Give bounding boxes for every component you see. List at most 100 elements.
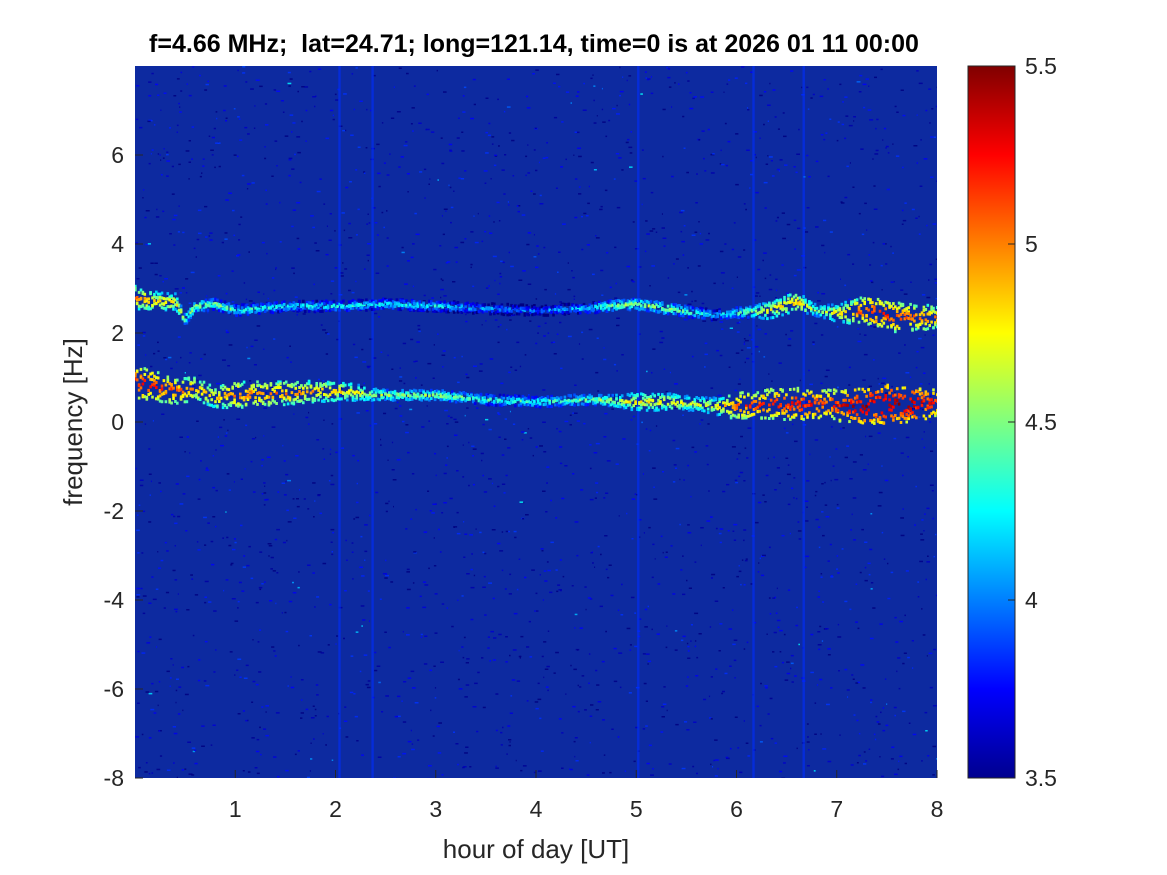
noise-speck bbox=[861, 233, 865, 236]
trace-cell bbox=[195, 309, 198, 313]
trace-cell bbox=[214, 297, 217, 301]
trace-cell bbox=[825, 311, 828, 314]
trace-cell bbox=[533, 312, 536, 316]
trace-cell bbox=[548, 308, 551, 312]
trace-cell bbox=[645, 309, 649, 313]
trace-cell bbox=[177, 388, 181, 392]
noise-speck bbox=[472, 78, 476, 81]
noise-speck bbox=[253, 127, 256, 129]
trace-cell bbox=[212, 297, 215, 301]
trace-cell bbox=[685, 310, 689, 313]
trace-cell bbox=[269, 392, 273, 396]
trace-cell bbox=[588, 307, 592, 310]
trace-cell bbox=[370, 302, 374, 306]
trace-cell bbox=[773, 304, 777, 308]
trace-cell bbox=[899, 312, 903, 316]
noise-speck bbox=[429, 510, 432, 512]
noise-speck bbox=[919, 560, 923, 563]
trace-cell bbox=[317, 388, 320, 392]
trace-cell bbox=[460, 392, 464, 396]
noise-speck bbox=[259, 726, 261, 729]
trace-cell bbox=[346, 308, 349, 312]
noise-speck bbox=[150, 153, 152, 155]
noise-speck bbox=[696, 656, 699, 659]
noise-speck bbox=[287, 479, 291, 482]
trace-cell bbox=[410, 390, 414, 393]
noise-speck bbox=[173, 515, 176, 518]
noise-speck bbox=[535, 298, 538, 300]
noise-speck bbox=[356, 412, 360, 414]
noise-speck bbox=[790, 70, 794, 72]
trace-cell bbox=[678, 304, 681, 307]
trace-cell bbox=[863, 300, 866, 304]
noise-speck bbox=[770, 160, 773, 162]
noise-speck bbox=[913, 403, 916, 406]
noise-speck bbox=[620, 614, 624, 616]
trace-cell bbox=[298, 386, 301, 389]
trace-cell bbox=[292, 303, 296, 307]
noise-speck bbox=[794, 675, 797, 677]
noise-speck bbox=[722, 490, 726, 493]
trace-cell bbox=[328, 382, 332, 386]
trace-cell bbox=[227, 403, 231, 407]
trace-cell bbox=[510, 309, 513, 313]
trace-cell bbox=[430, 302, 433, 305]
noise-speck bbox=[369, 620, 370, 622]
noise-speck bbox=[357, 208, 360, 211]
noise-speck bbox=[693, 721, 697, 723]
noise-speck bbox=[514, 314, 516, 316]
noise-speck bbox=[144, 423, 147, 425]
noise-speck bbox=[818, 526, 821, 528]
trace-cell bbox=[183, 400, 187, 404]
noise-speck bbox=[668, 763, 672, 765]
trace-cell bbox=[168, 305, 171, 309]
noise-speck bbox=[177, 231, 180, 233]
trace-cell bbox=[769, 308, 773, 312]
trace-cell bbox=[832, 311, 836, 315]
noise-speck bbox=[744, 559, 748, 562]
noise-speck bbox=[749, 187, 751, 189]
noise-speck bbox=[229, 396, 232, 398]
noise-speck bbox=[175, 689, 178, 692]
trace-cell bbox=[546, 313, 550, 317]
trace-cell bbox=[267, 395, 271, 399]
noise-speck bbox=[188, 362, 191, 364]
trace-cell bbox=[191, 309, 194, 313]
trace-cell bbox=[422, 390, 425, 394]
trace-cell bbox=[248, 387, 252, 391]
noise-speck bbox=[429, 178, 431, 180]
noise-speck bbox=[291, 267, 295, 269]
noise-speck bbox=[301, 86, 305, 88]
trace-cell bbox=[321, 384, 324, 387]
trace-cell bbox=[523, 307, 527, 311]
noise-speck bbox=[662, 237, 667, 239]
noise-speck bbox=[904, 202, 907, 204]
trace-cell bbox=[200, 392, 204, 396]
trace-cell bbox=[409, 398, 412, 401]
noise-speck bbox=[719, 623, 723, 625]
trace-cell bbox=[777, 301, 781, 305]
trace-cell bbox=[840, 316, 844, 320]
noise-speck bbox=[481, 657, 484, 659]
trace-cell bbox=[407, 305, 410, 309]
noise-speck bbox=[495, 767, 499, 769]
noise-speck bbox=[722, 690, 725, 693]
trace-cell bbox=[787, 300, 790, 304]
noise-speck bbox=[885, 392, 889, 394]
noise-speck bbox=[270, 556, 274, 559]
trace-cell bbox=[750, 314, 754, 318]
noise-speck bbox=[699, 423, 701, 425]
trace-cell bbox=[449, 301, 452, 305]
noise-speck bbox=[881, 531, 884, 534]
noise-speck bbox=[700, 96, 705, 98]
trace-cell bbox=[844, 315, 847, 319]
noise-speck bbox=[698, 633, 702, 635]
noise-speck bbox=[176, 361, 178, 363]
noise-speck bbox=[188, 94, 192, 97]
noise-speck bbox=[225, 120, 228, 122]
noise-speck bbox=[917, 581, 920, 583]
noise-speck bbox=[463, 521, 465, 523]
noise-speck bbox=[357, 459, 360, 462]
noise-speck bbox=[314, 242, 317, 244]
trace-cell bbox=[156, 292, 160, 296]
